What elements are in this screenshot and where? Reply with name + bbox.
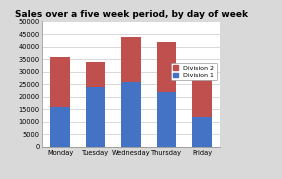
Bar (121, 37, 141, 82)
Bar (50, 57, 70, 107)
Bar (192, 77, 212, 117)
Bar (157, 42, 177, 92)
Bar (86, 62, 105, 87)
Bar (192, 117, 212, 147)
Bar (50, 107, 70, 147)
Bar (86, 87, 105, 147)
Bar (157, 92, 177, 147)
Bar (121, 82, 141, 147)
Title: Sales over a five week period, by day of week: Sales over a five week period, by day of… (15, 10, 248, 19)
Legend: Division 2, Division 1: Division 2, Division 1 (171, 63, 217, 80)
